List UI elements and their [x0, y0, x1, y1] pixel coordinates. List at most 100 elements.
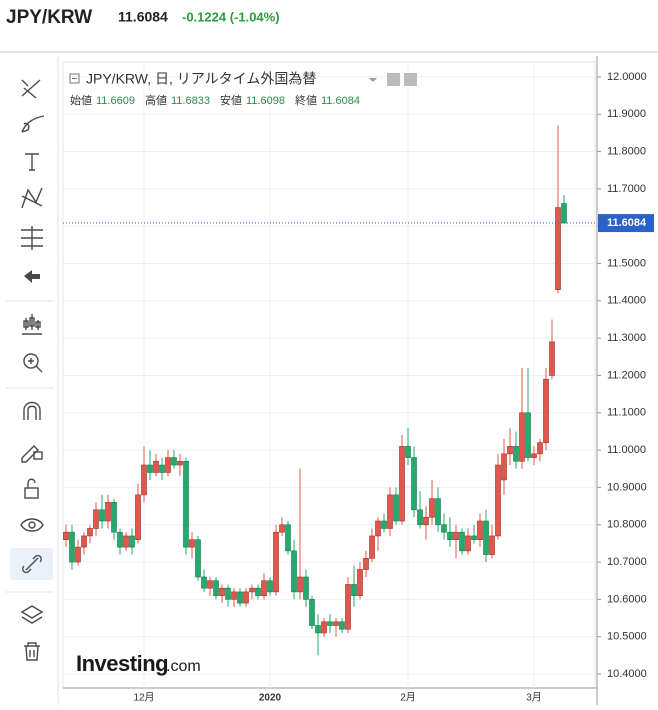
- tool-trash[interactable]: [24, 642, 40, 661]
- x-tick-label: 12月: [133, 692, 154, 704]
- last-price-label: 11.6084: [607, 217, 647, 229]
- candle-body: [531, 453, 537, 458]
- candle-body: [465, 535, 471, 552]
- tool-zoom[interactable]: [23, 353, 43, 373]
- y-tick-label: 12.0000: [607, 71, 647, 83]
- tool-lock[interactable]: [24, 478, 39, 499]
- tool-magnet[interactable]: [23, 401, 41, 421]
- candle-body: [393, 494, 399, 522]
- candle-body: [375, 520, 381, 537]
- candle-body: [417, 509, 423, 526]
- candle-body: [507, 446, 513, 455]
- candle-body: [69, 531, 75, 563]
- candle-body: [357, 569, 363, 596]
- tool-pattern[interactable]: [21, 187, 43, 209]
- tool-layers[interactable]: [20, 605, 44, 624]
- ohlc-label: 始値: [70, 93, 92, 107]
- y-tick-label: 10.8000: [607, 519, 647, 531]
- candle-body: [267, 580, 273, 593]
- tool-lock-draw[interactable]: [21, 445, 43, 463]
- y-tick-label: 11.4000: [607, 295, 646, 307]
- candle-body: [339, 621, 345, 630]
- collapse-button[interactable]: [69, 73, 80, 84]
- x-tick-label: 2月: [400, 692, 416, 704]
- watermark: Investing: [76, 651, 168, 676]
- candle-body: [405, 446, 411, 458]
- candle-body: [291, 550, 297, 593]
- candle-body: [285, 524, 291, 552]
- candle-body: [99, 509, 105, 522]
- ohlc-label: 終値: [295, 94, 317, 107]
- toolbar: [6, 56, 59, 705]
- candle-body: [201, 576, 207, 589]
- candle-body: [441, 524, 447, 533]
- tool-back[interactable]: [24, 270, 40, 283]
- candle-body: [345, 584, 351, 630]
- symbol: JPY/KRW: [6, 7, 92, 28]
- grid: [63, 62, 595, 688]
- chart-title: JPY/KRW, 日, リアルタイム外国為替: [86, 71, 316, 87]
- candle-body: [549, 341, 555, 376]
- candle-body: [351, 584, 357, 596]
- candle-body: [117, 531, 123, 548]
- candle-body: [111, 502, 117, 533]
- tool-fib[interactable]: [21, 226, 43, 250]
- candle-body: [129, 535, 135, 548]
- candle-body: [453, 531, 459, 540]
- candle-body: [189, 539, 195, 548]
- candle-body: [81, 535, 87, 548]
- candle-body: [243, 591, 249, 604]
- settings-button[interactable]: [404, 73, 417, 86]
- title-dropdown[interactable]: [369, 78, 377, 82]
- tool-trendline[interactable]: [21, 79, 41, 99]
- labels: 10.4000 10.5000 10.6000 10.7000 10.8000 10.90…: [133, 71, 654, 704]
- candle-body: [447, 531, 453, 540]
- y-tick-label: 11.5000: [607, 257, 646, 269]
- candle-body: [411, 457, 417, 511]
- candle-body: [123, 535, 129, 548]
- y-tick-label: 11.2000: [607, 369, 646, 381]
- x-tick-label: 3月: [526, 692, 542, 704]
- candle-body: [171, 457, 177, 466]
- ohlc-label: 安値: [220, 94, 242, 107]
- candle-body: [489, 535, 495, 555]
- tool-candles[interactable]: [22, 314, 42, 335]
- candle-body: [207, 580, 213, 589]
- price: 11.6084: [118, 9, 168, 25]
- candle-body: [429, 498, 435, 518]
- y-tick-label: 10.7000: [607, 556, 647, 568]
- candle-body: [477, 520, 483, 540]
- y-tick-label: 11.3000: [607, 332, 646, 344]
- candle-body: [333, 621, 339, 626]
- ohlc-value: 11.6084: [321, 95, 360, 107]
- candle-body: [423, 516, 429, 526]
- candle-body: [327, 621, 333, 626]
- ohlc-label: 高値: [145, 93, 167, 107]
- tool-visibility[interactable]: [20, 518, 44, 532]
- tool-text[interactable]: [25, 153, 39, 171]
- candle-body: [321, 621, 327, 634]
- candle-body: [213, 580, 219, 596]
- candle-body: [279, 524, 285, 533]
- candle-body: [369, 535, 375, 559]
- y-tick-label: 10.9000: [607, 481, 647, 493]
- visibility-button[interactable]: [387, 73, 400, 86]
- y-tick-label: 11.0000: [607, 444, 646, 456]
- candle-body: [177, 460, 183, 466]
- candle-body: [261, 580, 267, 596]
- candle-body: [63, 531, 69, 540]
- candle-body: [399, 446, 405, 522]
- ohlc-value: 11.6098: [246, 95, 285, 107]
- tool-link[interactable]: [22, 554, 42, 574]
- candle-body: [315, 625, 321, 634]
- candle-body: [555, 207, 561, 290]
- candle-body: [225, 587, 231, 600]
- candle-body: [387, 494, 393, 529]
- candles: [63, 125, 597, 656]
- candle-body: [249, 587, 255, 593]
- candle-body: [219, 587, 225, 596]
- ohlc-value: 11.6833: [171, 95, 210, 107]
- candle-body: [237, 591, 243, 604]
- tool-brush[interactable]: [21, 115, 45, 133]
- y-tick-label: 11.9000: [607, 108, 646, 120]
